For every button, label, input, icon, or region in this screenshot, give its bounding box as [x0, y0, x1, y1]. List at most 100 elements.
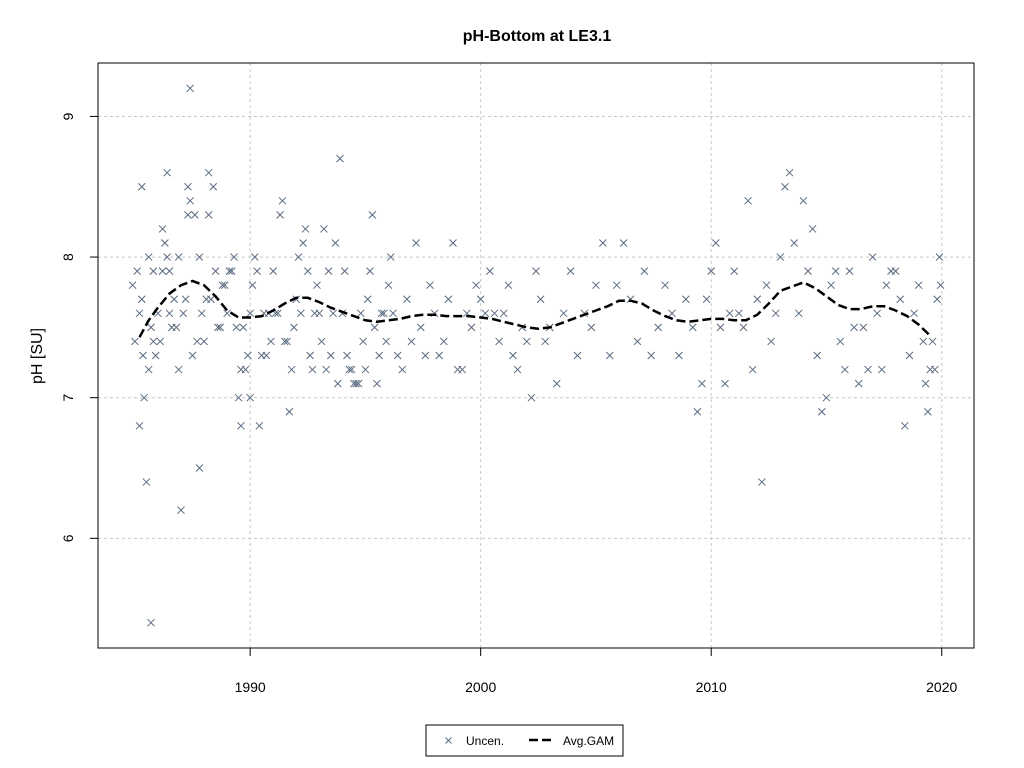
data-point-marker — [324, 267, 333, 275]
data-point-marker — [135, 421, 144, 430]
data-point-marker — [592, 281, 600, 290]
data-point-marker — [294, 253, 303, 261]
data-point-marker — [536, 295, 545, 304]
data-point-marker — [345, 365, 354, 374]
data-point-marker — [211, 267, 220, 275]
data-point-marker — [177, 506, 185, 515]
data-point-marker — [142, 478, 151, 486]
data-point-marker — [313, 281, 321, 290]
uncensored-points — [128, 84, 945, 627]
data-point-marker — [297, 309, 305, 318]
data-point-marker — [552, 379, 561, 388]
data-point-marker — [368, 211, 377, 219]
data-point-marker — [366, 267, 374, 275]
y-tick-label: 7 — [60, 394, 76, 402]
data-point-marker — [204, 211, 213, 219]
data-point-marker — [184, 211, 192, 219]
data-point-marker — [481, 309, 490, 318]
data-point-marker — [207, 295, 215, 304]
data-point-marker — [135, 309, 144, 318]
x-axis: 1990 2000 2010 2020 — [235, 647, 958, 695]
data-point-marker — [910, 309, 918, 318]
data-point-marker — [817, 407, 826, 416]
data-point-marker — [186, 84, 195, 93]
data-point-marker — [921, 379, 930, 388]
data-point-marker — [891, 267, 900, 275]
data-point-marker — [389, 309, 397, 318]
data-point-marker — [172, 323, 181, 332]
data-point-marker — [928, 337, 937, 346]
data-point-marker — [308, 365, 317, 374]
data-point-marker — [873, 309, 882, 318]
data-point-marker — [845, 267, 854, 275]
data-point-marker — [269, 267, 278, 275]
data-point-marker — [841, 365, 849, 374]
data-point-marker — [237, 421, 245, 430]
data-point-marker — [914, 281, 923, 290]
data-point-marker — [444, 295, 453, 304]
data-point-marker — [808, 225, 817, 233]
data-point-marker — [661, 281, 669, 290]
data-point-marker — [204, 168, 213, 177]
data-point-marker — [619, 239, 628, 247]
data-point-marker — [850, 323, 858, 332]
data-point-marker — [831, 267, 840, 275]
data-point-marker — [598, 239, 607, 247]
data-point-marker — [707, 267, 716, 275]
data-point-marker — [762, 281, 771, 290]
data-point-marker — [449, 239, 457, 247]
data-point-marker — [163, 168, 172, 177]
plot-border — [97, 62, 975, 649]
y-tick-label: 8 — [60, 253, 76, 261]
data-point-marker — [633, 337, 642, 346]
y-tick-label: 9 — [60, 112, 76, 120]
data-point-marker — [813, 351, 822, 360]
data-point-marker — [267, 337, 275, 346]
data-point-marker — [322, 365, 331, 374]
data-point-marker — [467, 323, 476, 332]
data-point-marker — [158, 267, 167, 275]
data-point-marker — [605, 351, 614, 360]
data-point-marker — [174, 365, 183, 374]
data-point-marker — [131, 337, 139, 346]
data-point-marker — [647, 351, 656, 360]
data-point-marker — [426, 281, 434, 290]
data-point-marker — [200, 337, 208, 346]
data-point-marker — [317, 337, 326, 346]
data-point-marker — [190, 211, 199, 219]
data-point-marker — [771, 309, 780, 318]
data-point-marker — [315, 309, 324, 318]
data-point-marker — [379, 309, 388, 318]
data-point-marker — [220, 281, 229, 290]
legend-label-gam: Avg.GAM — [563, 734, 614, 748]
data-point-marker — [158, 225, 167, 233]
data-point-marker — [490, 309, 499, 318]
data-point-marker — [573, 351, 582, 360]
data-point-marker — [668, 309, 676, 318]
data-point-marker — [331, 239, 340, 247]
y-axis-label: pH [SU] — [29, 328, 46, 384]
data-point-marker — [748, 365, 757, 374]
x-tick-label: 2000 — [465, 679, 496, 695]
data-point-marker — [137, 295, 146, 304]
data-point-marker — [359, 337, 367, 346]
data-point-marker — [854, 379, 863, 388]
data-point-marker — [486, 267, 494, 275]
data-point-marker — [216, 323, 225, 332]
data-point-marker — [476, 295, 485, 304]
data-point-marker — [329, 309, 337, 318]
data-point-marker — [790, 239, 799, 247]
data-point-marker — [151, 351, 160, 360]
data-point-marker — [133, 267, 142, 275]
data-point-marker — [721, 379, 729, 388]
data-point-marker — [336, 154, 344, 163]
data-point-marker — [794, 309, 803, 318]
data-point-marker — [165, 267, 174, 275]
data-point-marker — [280, 337, 289, 346]
data-point-marker — [209, 182, 218, 191]
data-point-marker — [804, 267, 812, 275]
data-point-marker — [278, 196, 287, 205]
chart-title: pH-Bottom at LE3.1 — [463, 28, 612, 45]
data-point-marker — [398, 365, 407, 374]
data-point-marker — [930, 365, 939, 374]
